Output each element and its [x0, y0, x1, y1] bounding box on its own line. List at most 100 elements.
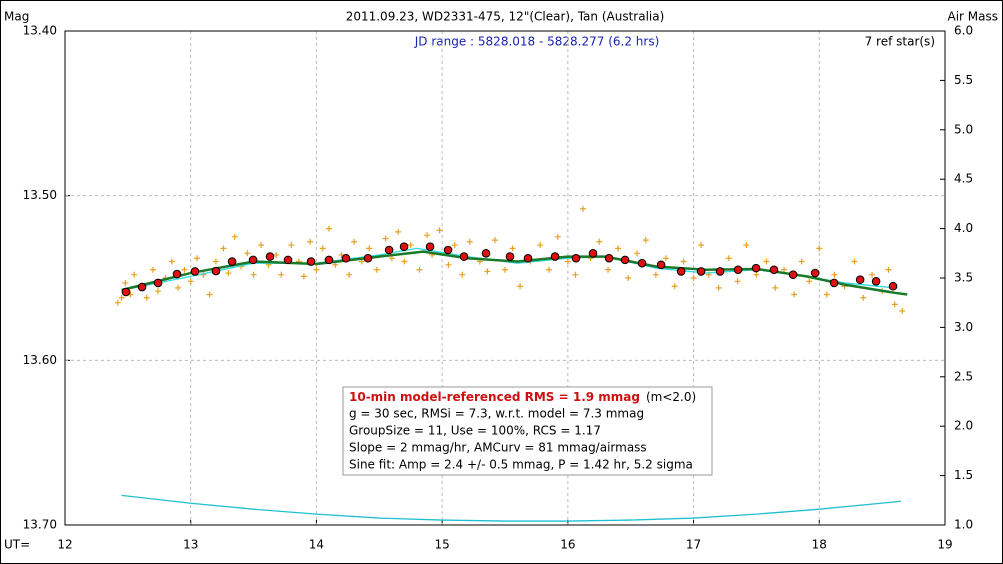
binned-point	[481, 249, 491, 258]
chart-title: 2011.09.23, WD2331-475, 12"(Clear), Tan …	[346, 10, 665, 24]
data-cross	[395, 228, 402, 235]
data-cross	[143, 294, 150, 301]
y-axis-label: Mag	[4, 10, 29, 24]
x-tick-label: 12	[57, 538, 72, 552]
binned-point	[283, 255, 293, 265]
data-cross	[273, 251, 280, 258]
binned-point	[676, 267, 686, 276]
plot-area: 13.40 13.50 13.60 13.70 1.0 1.5 2.0 2.5 3.0 3.5 4.…	[23, 24, 973, 552]
data-cross	[652, 271, 659, 278]
y2-tick-label: 3.5	[954, 271, 973, 285]
data-cross	[806, 278, 813, 285]
binned-point	[505, 252, 515, 261]
y-tick-label: 13.60	[23, 353, 57, 367]
data-cross	[206, 291, 213, 298]
data-cross	[373, 266, 380, 273]
y2-tick-label: 6.0	[954, 24, 973, 38]
y2-axis-label: Air Mass	[947, 10, 998, 24]
data-cross	[753, 271, 760, 278]
data-cross	[823, 291, 830, 298]
data-cross	[244, 250, 251, 257]
data-cross	[605, 266, 612, 273]
data-cross	[436, 227, 443, 234]
data-cross	[445, 261, 452, 268]
data-cross	[891, 301, 898, 308]
airmass-line	[121, 494, 902, 522]
data-cross	[250, 271, 257, 278]
data-cross	[326, 225, 332, 232]
data-cross	[885, 266, 892, 273]
data-cross	[715, 284, 722, 291]
data-cross	[231, 233, 238, 240]
binned-point	[324, 255, 334, 265]
binned-point	[696, 267, 706, 276]
y-tick-label: 13.70	[23, 518, 57, 532]
y-tick-label: 13.50	[23, 188, 57, 202]
data-cross	[690, 275, 697, 281]
data-cross	[175, 284, 182, 291]
binned-point	[656, 260, 666, 270]
binned-point	[341, 253, 351, 263]
binned-point	[399, 242, 409, 252]
data-cross	[225, 270, 232, 277]
x-tick-label: 16	[560, 538, 575, 552]
data-cross	[459, 271, 466, 278]
data-cross	[319, 245, 326, 252]
ref-stars: 7 ref star(s)	[865, 35, 935, 49]
data-cross	[662, 255, 669, 262]
data-cross	[517, 283, 524, 290]
info-headline-note: (m<2.0)	[646, 390, 696, 404]
data-cross	[615, 245, 622, 252]
data-cross	[816, 245, 823, 252]
data-cross	[572, 271, 579, 278]
binned-point	[384, 245, 394, 255]
data-cross	[220, 245, 227, 252]
data-cross	[187, 278, 194, 285]
y2-tick-label: 4.0	[954, 221, 973, 235]
x-tick-label: 13	[183, 538, 198, 552]
data-cross	[791, 291, 798, 298]
data-cross	[502, 266, 508, 273]
data-cross	[579, 205, 586, 212]
chart-subtitle: JD range : 5828.018 - 5828.277 (6.2 hrs)	[414, 35, 660, 49]
data-cross	[416, 266, 423, 273]
data-cross	[491, 237, 498, 244]
data-cross	[671, 283, 678, 290]
data-cross	[546, 266, 552, 273]
binned-point	[523, 253, 533, 263]
data-cross	[743, 242, 750, 249]
x-tick-label: 18	[812, 538, 827, 552]
binned-point	[190, 267, 200, 276]
info-box-frame	[342, 386, 713, 476]
data-cross	[509, 245, 516, 252]
binned-point	[550, 252, 560, 261]
binned-point	[425, 242, 435, 252]
data-cross	[851, 258, 858, 265]
y2-tick-label: 2.0	[954, 419, 973, 433]
binned-point	[769, 265, 779, 275]
data-cross	[118, 294, 125, 301]
data-cross	[168, 258, 175, 265]
data-cross	[698, 242, 705, 249]
x-tick-label: 19	[937, 538, 952, 552]
data-cross	[181, 266, 188, 273]
binned-point	[733, 265, 743, 275]
binned-point	[459, 252, 469, 261]
data-cross	[798, 258, 805, 265]
data-cross	[155, 288, 162, 295]
binned-point	[306, 257, 316, 266]
data-cross	[734, 278, 741, 285]
binned-point	[571, 253, 581, 263]
data-cross	[596, 238, 603, 245]
binned-point	[715, 267, 725, 276]
binned-point	[137, 282, 147, 292]
data-cross	[114, 299, 121, 306]
info-line: GroupSize = 11, Use = 100%, RCS = 1.17	[349, 424, 601, 438]
x-tick-label: 15	[435, 538, 450, 552]
data-cross	[150, 266, 156, 273]
binned-point	[211, 266, 221, 276]
data-cross	[466, 238, 473, 245]
info-headline-text: 10-min model-referenced RMS = 1.9 mmag	[349, 390, 640, 404]
y2-tick-label: 2.5	[954, 369, 973, 383]
